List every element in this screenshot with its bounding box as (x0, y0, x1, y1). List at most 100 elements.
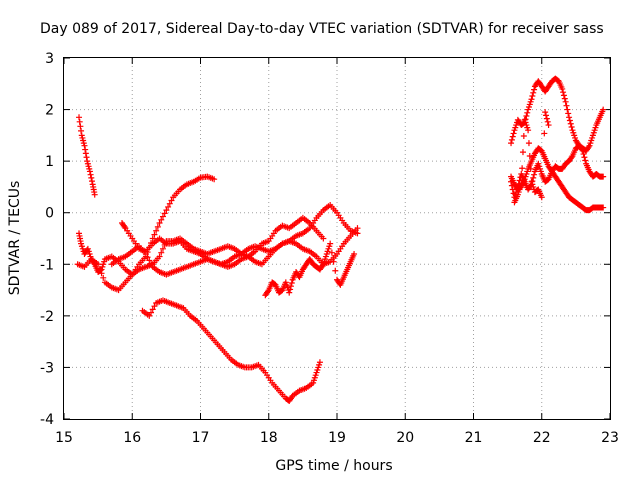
data-point-marker (327, 240, 334, 247)
y-tick-label: 0 (45, 206, 54, 222)
data-point-marker (530, 174, 537, 181)
data-point-marker (538, 194, 545, 201)
data-point-marker (156, 253, 163, 260)
data-point-marker (354, 230, 361, 237)
data-point-marker (330, 258, 337, 265)
data-point-marker (565, 110, 572, 117)
data-point-marker (519, 149, 526, 156)
data-point-marker (564, 106, 571, 113)
data-point-marker (87, 171, 94, 178)
data-point-marker (144, 254, 151, 261)
data-point-marker (523, 113, 530, 120)
plot-frame (63, 57, 611, 420)
data-point-marker (159, 245, 166, 252)
data-point-marker (76, 114, 83, 121)
data-point-marker (88, 174, 95, 181)
data-point-marker (98, 270, 105, 277)
axis-ticks (63, 57, 611, 420)
y-tick-label: -4 (40, 412, 54, 428)
data-point-marker (541, 130, 548, 137)
data-point-marker (508, 178, 515, 185)
data-point-marker (524, 109, 531, 116)
data-point-marker (542, 109, 549, 116)
data-point-marker (168, 197, 175, 204)
x-tick-label: 20 (396, 430, 414, 446)
data-point-marker (525, 127, 532, 134)
series-arc-11 (511, 109, 552, 206)
data-point-marker (539, 172, 546, 179)
data-point-marker (518, 181, 525, 188)
data-point-marker (544, 118, 551, 125)
x-tick-label: 16 (123, 430, 141, 446)
data-point-marker (146, 257, 153, 264)
series-arc-10 (508, 142, 607, 201)
data-point-marker (96, 265, 103, 272)
data-point-marker (328, 249, 335, 256)
data-point-marker (153, 227, 160, 234)
data-point-marker (527, 165, 534, 172)
data-point-marker (288, 279, 295, 286)
x-tick-label: 19 (328, 430, 346, 446)
x-tick-labels: 15 16 17 18 19 20 21 22 23 (55, 430, 619, 446)
data-point-marker (78, 127, 85, 134)
data-point-marker (332, 267, 339, 274)
data-point-marker (320, 235, 327, 242)
data-point-marker (100, 274, 107, 281)
data-point-marker (319, 262, 326, 269)
x-tick-label: 15 (55, 430, 73, 446)
data-point-marker (561, 95, 568, 102)
data-point-marker (82, 150, 89, 157)
data-point-marker (95, 261, 102, 268)
data-point-marker (600, 173, 607, 180)
data-point-marker (531, 86, 538, 93)
x-axis-label: GPS time / hours (275, 458, 392, 474)
series-arc-5 (119, 220, 361, 270)
data-point-marker (97, 267, 104, 274)
data-marks (74, 75, 607, 404)
chart-title: Day 089 of 2017, Sidereal Day-to-day VTE… (40, 21, 604, 37)
series-arc-8 (508, 75, 607, 154)
data-point-marker (560, 92, 567, 99)
data-point-marker (568, 123, 575, 130)
data-point-marker (354, 225, 361, 232)
series-arc-7 (262, 240, 358, 299)
data-point-marker (154, 223, 161, 230)
data-point-marker (86, 168, 93, 175)
data-point-marker (540, 151, 547, 158)
data-point-marker (528, 96, 535, 103)
data-point-marker (582, 157, 589, 164)
x-tick-label: 17 (192, 430, 210, 446)
series-arc-4 (108, 201, 361, 278)
y-axis-label: SDTVAR / TECUs (7, 181, 23, 296)
data-point-marker (146, 312, 153, 319)
data-point-marker (508, 136, 515, 143)
data-point-marker (519, 165, 526, 172)
data-point-marker (148, 260, 155, 267)
data-point-marker (149, 306, 156, 313)
data-point-marker (158, 216, 165, 223)
x-tick-label: 23 (601, 430, 619, 446)
data-point-marker (81, 142, 88, 149)
grid (64, 58, 610, 419)
series-arc-6 (139, 297, 323, 404)
series-arc-2 (76, 173, 218, 278)
data-point-marker (88, 178, 95, 185)
x-tick-label: 18 (260, 430, 278, 446)
y-tick-label: -3 (40, 360, 54, 376)
data-point-marker (568, 154, 575, 161)
data-point-marker (529, 93, 536, 100)
y-tick-label: 3 (45, 51, 54, 67)
data-point-marker (165, 203, 172, 210)
data-point-marker (151, 303, 158, 310)
y-tick-label: 1 (45, 154, 54, 170)
data-point-marker (508, 140, 515, 147)
data-point-marker (510, 130, 517, 137)
data-point-marker (83, 154, 90, 161)
data-point-marker (287, 283, 294, 290)
data-point-marker (530, 89, 537, 96)
data-point-marker (77, 123, 84, 130)
data-point-marker (566, 117, 573, 124)
data-point-marker (316, 359, 323, 366)
data-point-marker (148, 309, 155, 316)
